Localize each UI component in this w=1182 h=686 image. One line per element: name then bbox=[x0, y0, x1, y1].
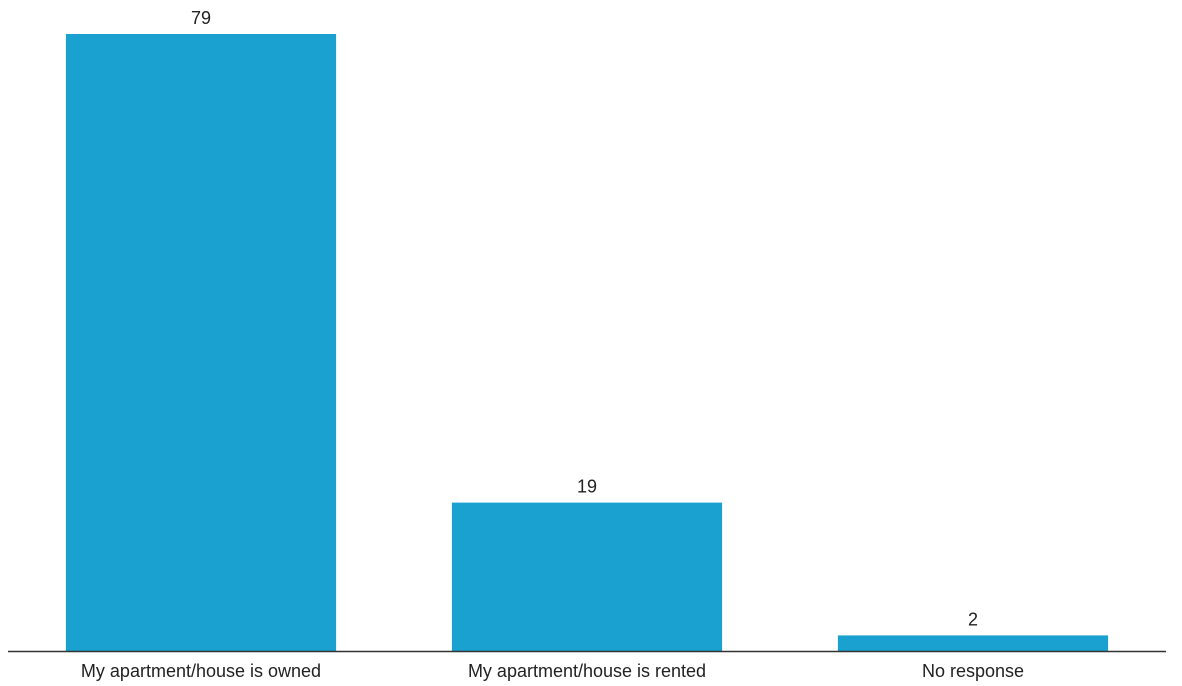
data-label-2: 2 bbox=[968, 609, 978, 629]
category-label-0: My apartment/house is owned bbox=[81, 661, 321, 681]
bars-group bbox=[65, 34, 1109, 651]
bar-2 bbox=[837, 635, 1109, 651]
bar-0 bbox=[65, 34, 337, 651]
value-labels-group: 79 19 2 bbox=[191, 8, 978, 629]
data-label-1: 19 bbox=[577, 477, 597, 497]
category-label-1: My apartment/house is rented bbox=[468, 661, 706, 681]
bar-1 bbox=[451, 502, 723, 651]
category-label-2: No response bbox=[922, 661, 1024, 681]
data-label-0: 79 bbox=[191, 8, 211, 28]
category-labels-group: My apartment/house is owned My apartment/… bbox=[81, 661, 1024, 681]
